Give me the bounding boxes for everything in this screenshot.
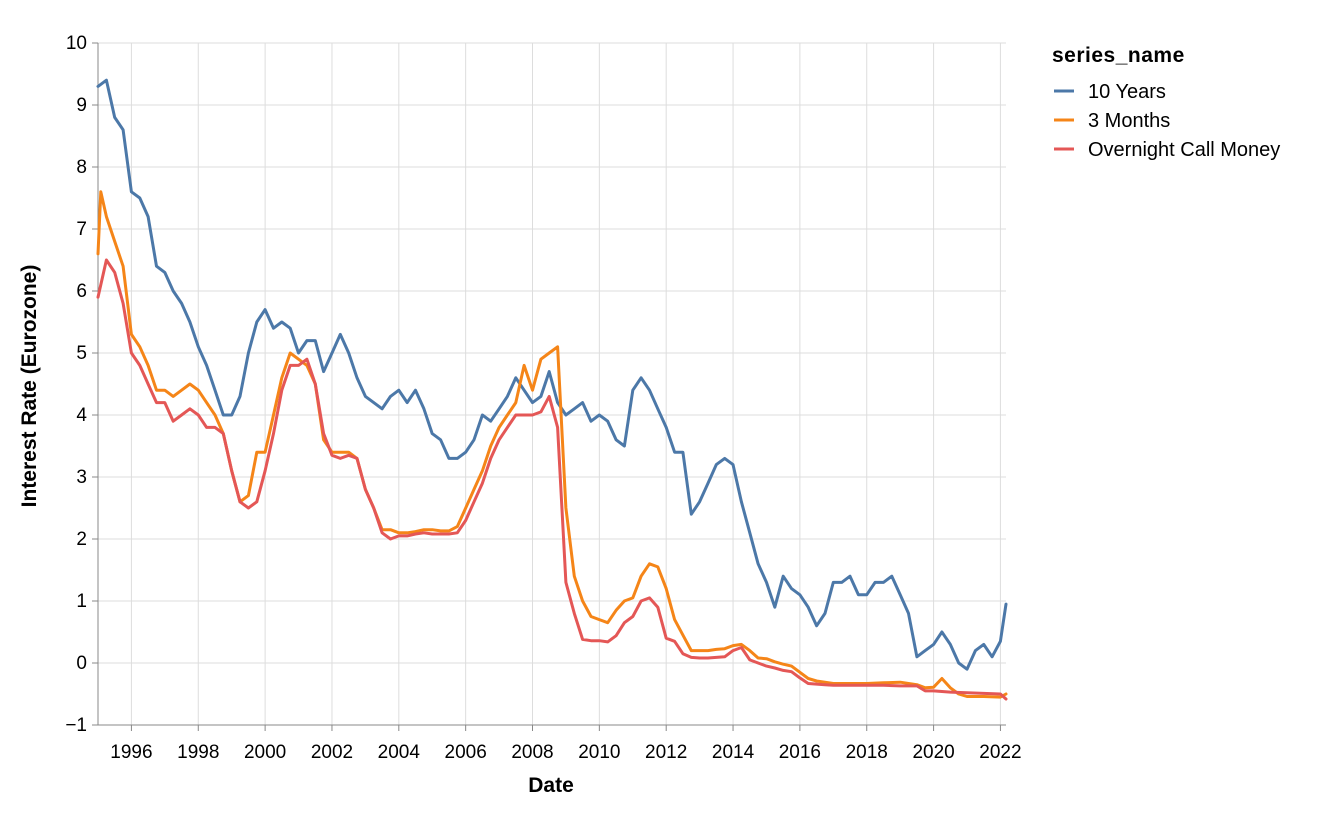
y-tick-label: 5: [76, 343, 87, 364]
legend-entry: 3 Months: [1054, 110, 1170, 132]
axes: −1 0 1 2 3 4 5 6 7 8 9 10 1996 1998 2000 2002 2004 2006 20…: [65, 33, 1021, 763]
legend-title: series_name: [1052, 44, 1185, 67]
x-tick-label: 2016: [779, 742, 821, 763]
y-tick-label: 2: [76, 529, 87, 550]
x-tick-label: 2008: [511, 742, 553, 763]
legend-entry: Overnight Call Money: [1054, 139, 1280, 161]
y-tick-label: 9: [76, 95, 87, 116]
legend-entry: 10 Years: [1054, 81, 1166, 103]
y-tick-label: 4: [76, 405, 87, 426]
y-tick-label: 3: [76, 467, 87, 488]
x-tick-label: 2014: [712, 742, 755, 763]
series-line-10-years: [96, 78, 1008, 671]
series-layer: [96, 78, 1008, 701]
y-tick-label: 6: [76, 281, 87, 302]
legend-label: 10 Years: [1088, 81, 1166, 103]
y-tick-label: 7: [76, 219, 87, 240]
x-tick-label: 2010: [578, 742, 620, 763]
y-axis-title: Interest Rate (Eurozone): [18, 265, 41, 508]
x-tick-label: 1998: [177, 742, 219, 763]
y-tick-label: 0: [76, 653, 87, 674]
x-tick-label: 2006: [445, 742, 487, 763]
x-tick-label: 2020: [912, 742, 954, 763]
x-axis-title: Date: [528, 774, 574, 797]
y-tick-label: 10: [66, 33, 87, 54]
grid-lines: [98, 42, 1006, 726]
y-tick-label: −1: [65, 715, 87, 736]
x-tick-label: 2018: [846, 742, 888, 763]
y-tick-label: 8: [76, 157, 87, 178]
x-tick-label: 2002: [311, 742, 353, 763]
legend-label: Overnight Call Money: [1088, 139, 1280, 161]
y-tick-label: 1: [76, 591, 87, 612]
x-tick-label: 2012: [645, 742, 687, 763]
legend-items: 10 Years 3 Months Overnight Call Money: [1054, 81, 1280, 161]
x-tick-label: 2022: [979, 742, 1021, 763]
x-tick-label: 2004: [378, 742, 421, 763]
legend-label: 3 Months: [1088, 110, 1170, 132]
series-line-3-months: [96, 190, 1008, 699]
x-tick-label: 2000: [244, 742, 286, 763]
legend: series_name 10 Years 3 Months Overnight Ca…: [1052, 44, 1280, 161]
series-line-overnight-call-money: [96, 258, 1008, 701]
x-tick-label: 1996: [110, 742, 152, 763]
